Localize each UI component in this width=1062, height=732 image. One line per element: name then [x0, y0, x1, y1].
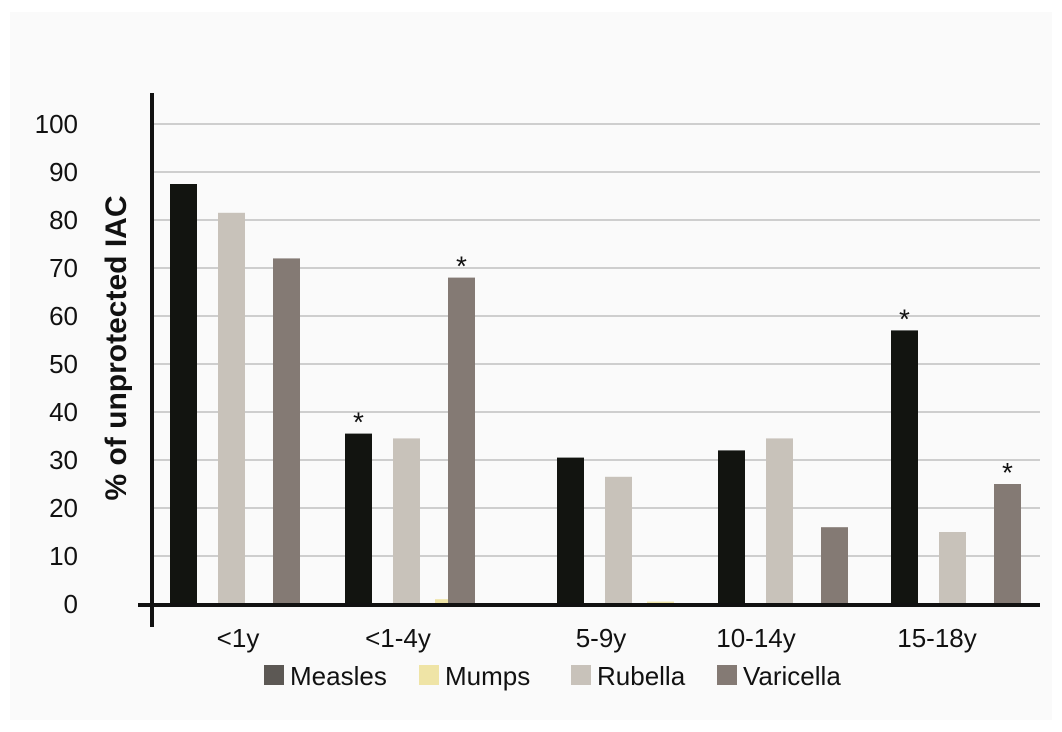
- legend-swatch-varicella: [717, 665, 737, 685]
- y-tick-label: 20: [49, 493, 78, 523]
- y-tick-label: 60: [49, 301, 78, 331]
- y-tick-label: 0: [64, 589, 78, 619]
- x-tick-label: 10-14y: [716, 623, 796, 653]
- bar-measles-3: [718, 450, 745, 604]
- significance-marker: *: [353, 407, 364, 438]
- legend-swatch-mumps: [419, 665, 439, 685]
- bar-measles-1: [345, 433, 372, 604]
- y-tick-label: 10: [49, 541, 78, 571]
- x-tick-label: 5-9y: [576, 623, 627, 653]
- legend-label-mumps: Mumps: [445, 661, 530, 691]
- legend: Measles Mumps Rubella Varicella: [264, 661, 841, 691]
- bar-rubella-1: [393, 438, 420, 604]
- significance-marker: *: [456, 251, 467, 282]
- bar-measles-2: [557, 457, 584, 604]
- legend-label-measles: Measles: [290, 661, 387, 691]
- bar-rubella-3: [766, 438, 793, 604]
- y-tick-label: 80: [49, 205, 78, 235]
- significance-marker: *: [1002, 457, 1013, 488]
- legend-swatch-measles: [264, 665, 284, 685]
- legend-label-varicella: Varicella: [743, 661, 841, 691]
- x-tick-label: <1y: [217, 623, 260, 653]
- bar-measles-4: [891, 330, 918, 604]
- bar-rubella-4: [939, 532, 966, 604]
- y-tick-labels: 0 10 20 30 40 50 60 70 80 90 100: [35, 109, 78, 619]
- y-tick-label: 70: [49, 253, 78, 283]
- bar-varicella-3: [821, 527, 848, 604]
- bar-rubella-2: [605, 476, 632, 604]
- bar-varicella-1: [448, 277, 475, 604]
- significance-marker: *: [899, 303, 910, 334]
- legend-label-rubella: Rubella: [597, 661, 686, 691]
- x-tick-labels: <1y <1-4y 5-9y 10-14y 15-18y: [217, 623, 977, 653]
- x-tick-label: <1-4y: [365, 623, 431, 653]
- y-tick-label: 40: [49, 397, 78, 427]
- bar-varicella-0: [273, 258, 300, 604]
- annotations: * * * *: [353, 251, 1013, 488]
- y-tick-label: 50: [49, 349, 78, 379]
- y-tick-label: 100: [35, 109, 78, 139]
- legend-swatch-rubella: [571, 665, 591, 685]
- bar-varicella-4: [994, 484, 1021, 604]
- y-tick-label: 30: [49, 445, 78, 475]
- y-axis-label: % of unprotected IAC: [100, 196, 133, 501]
- x-tick-label: 15-18y: [897, 623, 977, 653]
- axes: [138, 93, 1040, 627]
- y-tick-label: 90: [49, 157, 78, 187]
- bars: [170, 184, 1021, 605]
- bar-rubella-0: [218, 212, 245, 605]
- bar-measles-0: [170, 184, 197, 604]
- bar-mumps-2: [647, 601, 674, 604]
